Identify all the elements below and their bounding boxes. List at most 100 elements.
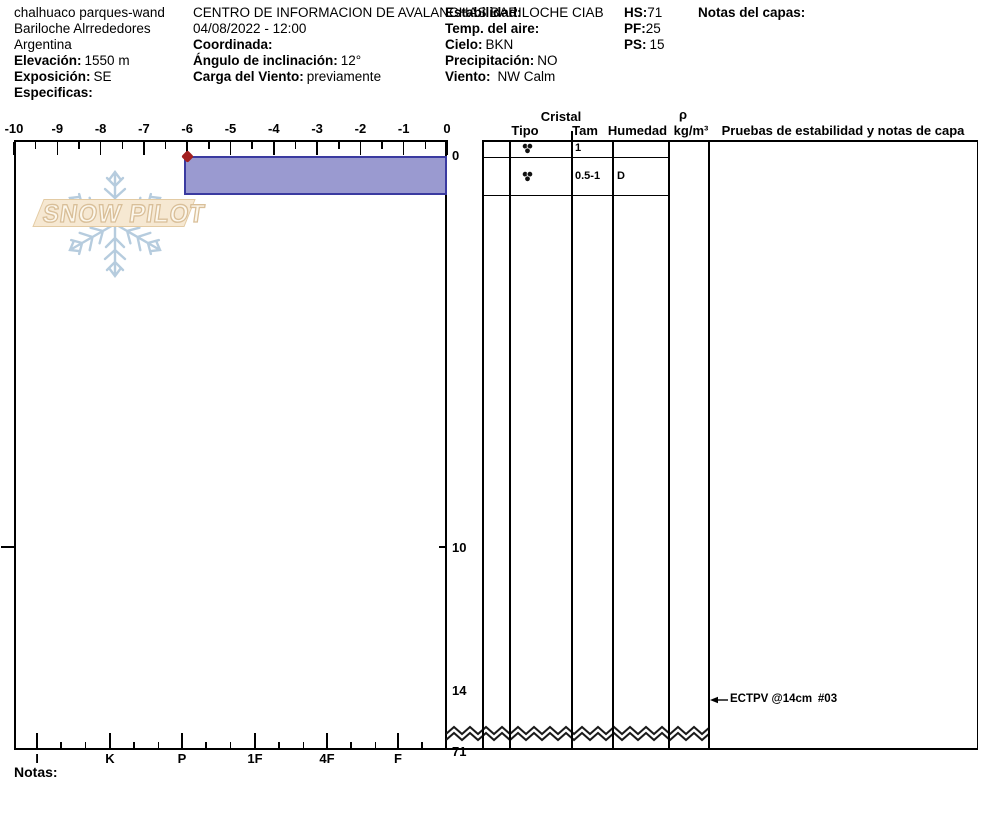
hardness-tick-label: K [105,751,115,766]
aspect-line: Exposición: SE [14,69,112,85]
slope-angle-value: 12° [340,53,362,68]
hardness-minor-tick [133,742,135,748]
temp-axis-tick [34,142,37,149]
wind-value: NW Calm [497,69,556,84]
hardness-minor-tick [229,742,232,748]
hardness-major-tick [36,733,38,748]
wind-label: Viento: [445,69,491,84]
hardness-tick-label: I [35,751,39,766]
operation-title: CENTRO DE INFORMACION DE AVALANCHAS BARI… [193,5,604,20]
temp-axis-label: -9 [51,121,64,136]
hardness-tick-label: 4F [319,751,335,766]
wind-line: Viento: NW Calm [445,69,555,85]
temp-axis-label: -6 [181,121,193,136]
temp-axis-tick [402,142,405,155]
table-vline-3 [571,140,573,750]
col-header-rho-units: kg/m³ [673,123,709,138]
sky-line: Cielo: BKN [445,37,513,53]
chart-bottom-border [14,748,978,750]
wind-loading-line: Carga del Viento: previamente [193,69,381,85]
notes-label: Notas: [14,764,58,780]
hardness-minor-tick [205,742,207,748]
hs-line: HS:71 [624,5,662,21]
coordinates-label: Coordinada: [193,37,273,52]
depth-axis-label: 14 [452,683,467,698]
pf-label: PF: [624,21,646,36]
pit-datetime: 04/08/2022 - 12:00 [193,21,307,36]
hardness-major-tick [254,733,256,748]
melt-forms-crystal-icon [521,142,534,154]
sky-label: Cielo: [445,37,483,52]
temp-axis-label: -8 [94,121,107,136]
pf-value: 25 [645,21,661,36]
slope-angle-line: Ángulo de inclinación: 12° [193,53,361,69]
hs-label: HS: [624,5,648,20]
table-vline-2 [509,140,511,750]
depth-axis-label: 0 [452,148,460,163]
hardness-major-tick [109,733,111,748]
table-vline-6 [708,140,710,750]
hardness-minor-tick [350,742,352,748]
hardness-minor-tick [157,742,160,748]
site-name: chalhuaco parques-wand [14,5,165,20]
temp-axis-label: 0 [443,121,451,136]
temp-axis-tick [143,142,145,155]
temp-axis-tick [99,142,102,155]
temp-axis-tick [13,142,15,155]
hardness-tick-label: P [177,751,187,766]
layer-notes-label: Notas del capas: [698,5,806,20]
temp-axis-tick [121,142,123,149]
col-header-cristal: Cristal [540,109,582,124]
col-header-tam: Tam [572,123,598,138]
stability-test-result: ECTPV @14cm #03 [730,693,838,705]
temp-axis-tick [56,142,59,155]
table-vline-5 [668,140,670,750]
table-right-border [976,140,978,750]
layer2-grain-size: 0.5-1 [575,170,601,182]
ps-line: PS: 15 [624,37,665,53]
stability-label: Estabilidad: [445,5,522,20]
temp-axis-tick [78,142,80,149]
temp-axis-tick [446,142,448,155]
temp-axis-tick [294,142,297,149]
depth-scale-break-icon [446,725,710,742]
temp-axis-label: -2 [354,121,367,136]
col-header-humedad: Humedad [607,123,668,138]
hardness-major-tick [397,733,399,748]
test-arrow-icon [710,696,728,704]
precip-label: Precipitación: [445,53,535,68]
temp-axis-tick [208,142,210,149]
depth-axis-label: 71 [452,744,467,759]
precip-line: Precipitación: NO [445,53,558,69]
precip-value: NO [537,53,558,68]
logo-wordmark: SNOW PILOT [40,199,207,229]
ps-value: 15 [649,37,665,52]
depth-axis-label: 10 [452,540,467,555]
wind-loading-value: previamente [306,69,382,84]
temp-axis-tick [338,142,340,149]
pf-line: PF:25 [624,21,661,37]
table-vline-1 [482,140,484,750]
hardness-major-tick [181,733,183,748]
temp-axis-tick [273,142,275,155]
temp-axis-tick [359,142,362,155]
temp-axis-tick [316,142,318,155]
layer1-grain-size: 1 [575,142,582,154]
slope-angle-label: Ángulo de inclinación: [193,53,338,68]
hardness-tick-label: F [394,751,402,766]
chart-left-border [14,140,16,750]
elevation-line: Elevación: 1550 m [14,53,130,69]
col-header-tipo: Tipo [511,123,539,138]
chart-right-border [445,140,447,750]
hardness-minor-tick [60,742,62,748]
temp-axis-tick [186,142,188,155]
hardness-bar [184,156,447,196]
hardness-tick-label: 1F [247,751,263,766]
hardness-minor-tick [84,742,87,748]
hs-value: 71 [647,5,663,20]
elevation-value: 1550 m [84,53,130,68]
layer2-moisture: D [617,170,625,182]
temp-axis-tick [164,142,167,149]
hardness-minor-tick [278,742,280,748]
